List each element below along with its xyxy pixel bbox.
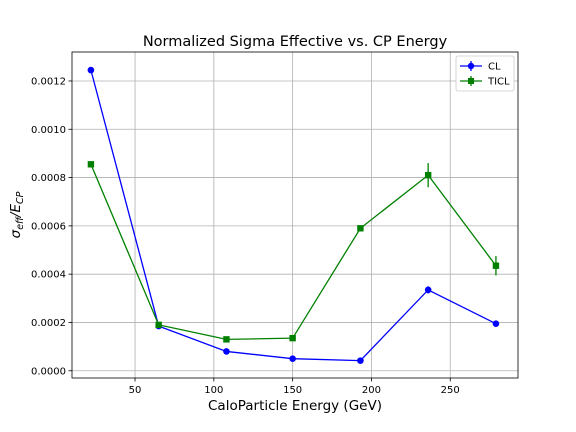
y-tick-label: 0.0012 [31,76,66,87]
data-point-cl [492,320,500,327]
y-tick-label: 0.0000 [31,366,66,377]
y-axis-label-sub2: CP [15,191,26,204]
series-line-ticl [90,164,497,341]
data-point-ticl [289,334,296,342]
x-axis-label: CaloParticle Energy (GeV) [208,398,382,414]
series-cl [87,66,500,364]
x-tick-label: 100 [204,385,223,396]
legend-marker-cl [467,62,475,70]
chart-title: Normalized Sigma Effective vs. CP Energy [143,34,448,50]
series-ticl [87,161,500,343]
x-tick-label: 250 [441,385,460,396]
legend-entry-cl: CL [460,61,501,73]
series-line-cl [90,69,497,362]
y-tick-label: 0.0002 [31,318,66,329]
data-point-cl [357,357,364,364]
y-tick-label: 0.0010 [31,125,66,136]
y-tick-label: 0.0006 [31,221,66,232]
y-tick-label: 0.0008 [31,173,66,184]
x-tick-label: 200 [362,385,381,396]
axes-ticks: 50 100 150 200 250 0.0000 0.0002 0.0004 0.0006 0.… [31,76,460,396]
data-point-ticl [424,171,432,179]
legend-label-ticl: TICL [487,77,510,88]
y-axis-label: σeff/ECP [8,191,26,238]
legend-label-cl: CL [488,62,501,73]
legend: CL TICL [455,55,515,92]
data-point-ticl [492,262,500,269]
legend-entry-ticl: TICL [460,76,510,88]
data-point-ticl [357,225,364,232]
x-tick-label: 150 [283,385,302,396]
legend-marker-ticl [468,78,474,84]
data-point-cl [424,286,432,294]
y-axis-label-slash: /E [8,204,24,219]
y-tick-label: 0.0004 [31,270,66,281]
data-point-ticl [87,161,95,168]
data-point-ticl [155,321,162,329]
x-tick-label: 50 [129,385,142,396]
grid [72,52,518,378]
data-point-cl [223,348,230,355]
plot-area [71,51,519,379]
data-point-cl [289,355,296,362]
y-axis-label-main: σ [8,229,24,238]
y-axis-label-sub1: eff [15,216,26,230]
series-layer [87,66,500,364]
data-point-ticl [223,336,230,343]
data-point-cl [87,66,95,74]
